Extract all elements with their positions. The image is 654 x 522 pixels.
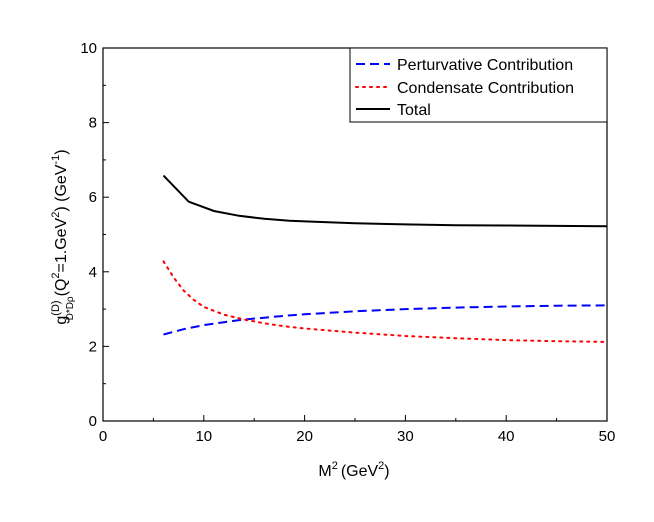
y-title-unit-sup: -1 [50,155,62,165]
y-tick-label: 10 [80,40,97,57]
x-tick-label: 0 [99,428,107,445]
x-tick-label: 20 [296,428,313,445]
y-title-g-sub: D*Dρ [65,296,76,320]
y-axis-title: g(D) D*Dρ(Q2=1.GeV2) (GeV-1) [50,149,76,324]
y-tick-label: 6 [89,189,97,206]
y-title-g-sup: (D) [50,300,62,315]
x-tick-label: 50 [599,428,616,445]
legend-label-perturvative: Perturvative Contribution [397,57,573,74]
x-title-close: ) [384,463,389,480]
legend-label-total: Total [397,102,431,119]
y-tick-label: 4 [89,264,97,281]
legend-box [349,47,608,123]
series-layer [162,174,608,343]
x-title-paren-sup: 2 [378,460,384,472]
y-title-q-close: ) (GeV [53,164,70,211]
x-tick-label: 40 [498,428,515,445]
tick-labels: 0 10 20 30 40 50 0 2 4 6 8 10 [80,40,615,445]
series-line-perturvative [163,304,608,336]
x-axis-title: M2 (GeV2) [318,460,389,480]
y-title-q-mid: =1.GeV [53,217,70,272]
x-title-paren: (GeV [341,463,379,480]
y-title-unit-close: ) [53,149,70,154]
y-title-q-open: (Q [53,279,70,297]
y-tick-label: 0 [89,413,97,430]
x-tick-label: 10 [195,428,212,445]
y-tick-label: 2 [89,338,97,355]
y-tick-label: 8 [89,115,97,132]
legend-label-condensate: Condensate Contribution [397,80,574,97]
series-line-total [162,174,608,228]
x-tick-label: 30 [397,428,414,445]
y-title-q-mid-sup: 2 [50,212,62,218]
axis-ticks [102,47,608,422]
legend: Perturvative Contribution Condensate Con… [349,47,608,123]
y-title-q-sup: 2 [50,272,62,278]
x-title-base: M [318,463,331,480]
series-line-condensate [162,260,608,343]
x-title-sup: 2 [332,460,338,472]
y-title-g: g [53,316,70,325]
